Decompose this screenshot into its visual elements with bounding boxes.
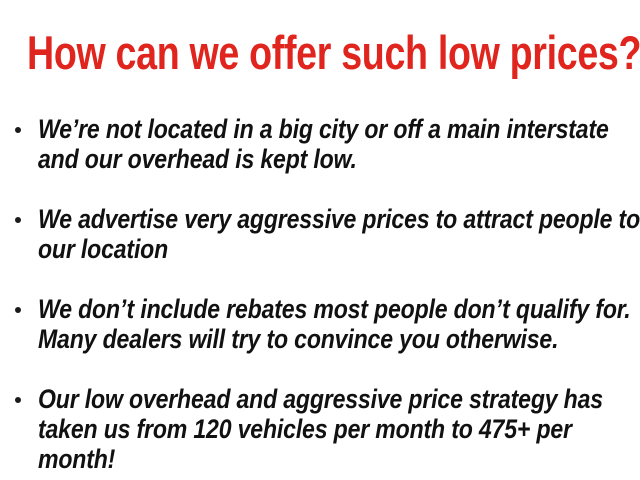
slide-title-container: How can we offer such low prices? xyxy=(27,26,640,84)
list-item: We advertise very aggressive prices to a… xyxy=(0,197,640,287)
bullet-point-icon xyxy=(15,217,21,223)
bullet-text: Our low overhead and aggressive price st… xyxy=(38,384,603,474)
bullet-text: We don’t include rebates most people don… xyxy=(38,294,631,354)
bullet-point-icon xyxy=(15,397,21,403)
list-item: We’re not located in a big city or off a… xyxy=(0,107,640,197)
list-item: We don’t include rebates most people don… xyxy=(0,287,640,377)
bullet-point-icon xyxy=(15,127,21,133)
list-item: Our low overhead and aggressive price st… xyxy=(0,377,640,474)
page-title: How can we offer such low prices? xyxy=(27,26,640,79)
bullet-text: We’re not located in a big city or off a… xyxy=(38,114,609,174)
bullet-list: We’re not located in a big city or off a… xyxy=(0,107,640,474)
bullet-text: We advertise very aggressive prices to a… xyxy=(38,204,640,264)
bullet-point-icon xyxy=(15,307,21,313)
